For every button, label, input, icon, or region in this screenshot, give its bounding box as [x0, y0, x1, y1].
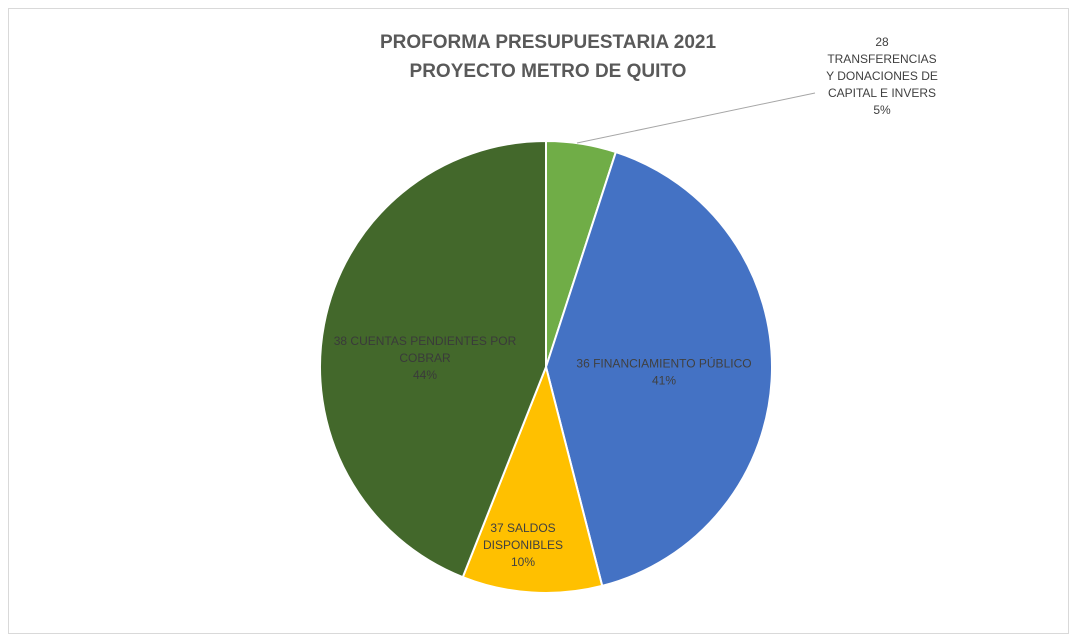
data-label-text-line: Y DONACIONES DE [826, 69, 938, 83]
data-label-text-line: CAPITAL E INVERS [828, 86, 936, 100]
data-label-text-line: COBRAR [399, 351, 451, 365]
data-label-text-line: 38 CUENTAS PENDIENTES POR [334, 334, 517, 348]
chart-title: PROFORMA PRESUPUESTARIA 2021 PROYECTO ME… [380, 32, 717, 82]
data-label-text-line: DISPONIBLES [483, 538, 563, 552]
data-label-2: 36 FINANCIAMIENTO PÚBLICO 41% [576, 356, 751, 388]
data-label-percent: 41% [652, 374, 676, 388]
chart-title-line-1: PROFORMA PRESUPUESTARIA 2021 [380, 32, 717, 53]
pie-slice-3 [461, 363, 604, 594]
pie-slice-2 [544, 150, 773, 588]
data-label-3: 37 SALDOS DISPONIBLES 10% [483, 521, 563, 569]
data-label-percent: 10% [511, 555, 535, 569]
data-label-percent: 44% [413, 368, 437, 382]
data-label-percent: 5% [873, 103, 891, 117]
data-label-text-line: 37 SALDOS [490, 521, 555, 535]
chart-title-line-2: PROYECTO METRO DE QUITO [410, 61, 687, 82]
data-label-text-line: 28 [875, 35, 889, 49]
pie-slice-4 [319, 139, 547, 579]
data-label-text-line: 36 FINANCIAMIENTO PÚBLICO [576, 356, 751, 371]
leader-line [576, 92, 816, 144]
leader-lines [576, 92, 816, 144]
data-label-4: 38 CUENTAS PENDIENTES POR COBRAR 44% [334, 334, 517, 382]
data-label-1: 28 TRANSFERENCIAS Y DONACIONES DE CAPITAL E… [826, 35, 938, 117]
data-labels: 28 TRANSFERENCIAS Y DONACIONES DE CAPITAL E… [334, 35, 938, 569]
pie-slices [319, 139, 773, 594]
data-label-text-line: TRANSFERENCIAS [827, 52, 936, 66]
